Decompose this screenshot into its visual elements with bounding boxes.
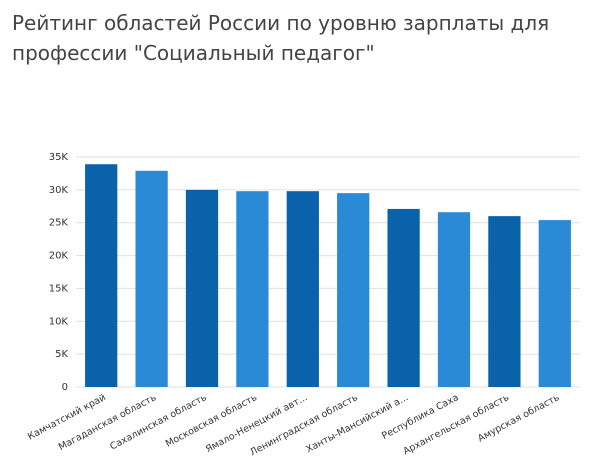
- y-tick-label: 30K: [49, 185, 69, 196]
- x-tick-label: Сахалинская область: [108, 392, 209, 453]
- bar: [488, 216, 521, 387]
- chart-title: Рейтинг областей России по уровню зарпла…: [12, 11, 550, 65]
- y-tick-label: 0: [62, 382, 68, 393]
- y-tick-label: 25K: [49, 218, 69, 229]
- bar: [538, 220, 571, 387]
- x-tick-label: Амурская область: [476, 392, 562, 445]
- bar: [337, 193, 370, 387]
- bar: [387, 208, 420, 387]
- bar: [286, 191, 319, 387]
- bar: [437, 212, 471, 387]
- bar: [236, 191, 269, 387]
- y-tick-label: 15K: [49, 283, 69, 294]
- bar: [135, 170, 168, 387]
- y-tick-label: 20K: [49, 251, 69, 262]
- y-tick-label: 10K: [49, 316, 69, 327]
- y-tick-label: 5K: [55, 349, 68, 360]
- bar: [185, 189, 219, 387]
- y-tick-label: 35K: [49, 152, 69, 163]
- bar: [85, 164, 118, 387]
